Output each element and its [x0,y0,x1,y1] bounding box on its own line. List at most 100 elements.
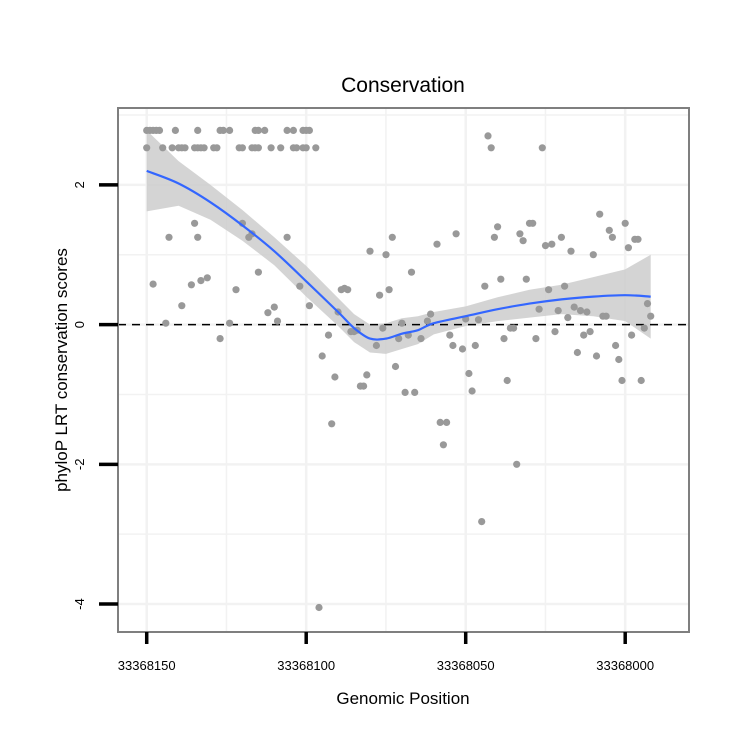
data-point [484,132,492,140]
data-point [382,251,390,259]
data-point [395,335,403,343]
plot-frame [117,107,690,633]
data-point [305,126,313,134]
data-point [452,230,460,238]
data-point [573,348,582,357]
data-point [548,240,556,248]
data-point [200,144,208,152]
data-point [586,328,594,336]
data-point [187,281,195,289]
data-point [637,376,645,385]
data-point [589,251,597,259]
y-axis-label: phyloP LRT conservation scores [52,248,71,492]
data-point [159,144,167,152]
trend-line [146,169,651,341]
data-point [376,291,384,299]
data-point [427,310,435,318]
data-point [465,369,473,378]
data-point [143,144,151,152]
data-point [468,387,476,395]
data-point [494,223,502,231]
data-point [557,233,566,241]
data-point [328,420,336,428]
data-point [165,233,173,241]
data-point [226,319,234,327]
data-point [417,335,425,343]
data-point [541,242,550,250]
data-point [481,282,489,290]
data-point [289,126,297,134]
data-point [561,282,569,290]
data-point [621,219,629,227]
data-point [529,219,537,227]
data-point [423,317,431,325]
data-point [647,312,655,320]
data-point [576,307,585,315]
data-point [567,247,575,255]
x-tick-label: 33368150 [118,658,176,673]
data-point [551,328,559,336]
x-tick-label: 33368000 [596,658,654,673]
data-point [624,244,633,252]
confidence-band-area [146,130,651,354]
data-point [513,460,521,468]
data-point [385,286,393,294]
data-point [270,303,278,311]
data-point [516,230,524,238]
y-tick-label: 0 [72,321,87,328]
data-point [490,233,498,241]
data-point [446,331,454,339]
confidence-band [146,130,651,354]
data-point [439,441,447,449]
y-axis: -4 -2 0 2 [72,181,118,610]
data-point [605,226,613,234]
chart-title: Conservation [341,74,465,97]
data-point [181,144,189,152]
data-point [487,144,495,152]
data-point [238,144,246,152]
data-point [302,144,310,152]
data-point [331,373,339,381]
y-tick-label: -4 [72,598,87,610]
x-axis-label: Genomic Position [336,689,469,708]
data-point [372,341,380,350]
data-point [458,345,467,353]
data-point [391,362,400,371]
data-point [254,126,262,134]
data-point [232,286,240,294]
data-point [478,518,486,526]
data-point [628,331,636,339]
data-point [379,324,387,332]
data-point [411,388,419,396]
data-point [293,144,301,152]
data-point [162,319,170,327]
x-axis: 33368150 33368100 33368050 33368000 [118,632,654,673]
data-point [407,268,416,276]
data-point [436,418,444,426]
data-point [570,303,578,311]
data-point [522,275,530,283]
data-point [296,282,304,290]
y-tick-label: -2 [72,459,87,471]
data-point [608,233,617,241]
data-point [474,316,483,324]
data-point [254,144,262,152]
data-point [583,308,591,316]
data-point [194,126,202,134]
data-point [213,144,221,152]
data-point [366,247,374,255]
data-point [283,126,291,134]
data-point [640,324,648,332]
data-point [305,302,313,310]
data-point [267,144,275,152]
data-point [363,371,371,379]
data-point [219,126,227,134]
data-point [519,237,527,245]
data-point [197,277,205,285]
data-point [596,210,604,218]
data-point [545,286,553,294]
data-point [168,144,176,152]
data-point [149,280,157,288]
data-point [509,324,518,332]
